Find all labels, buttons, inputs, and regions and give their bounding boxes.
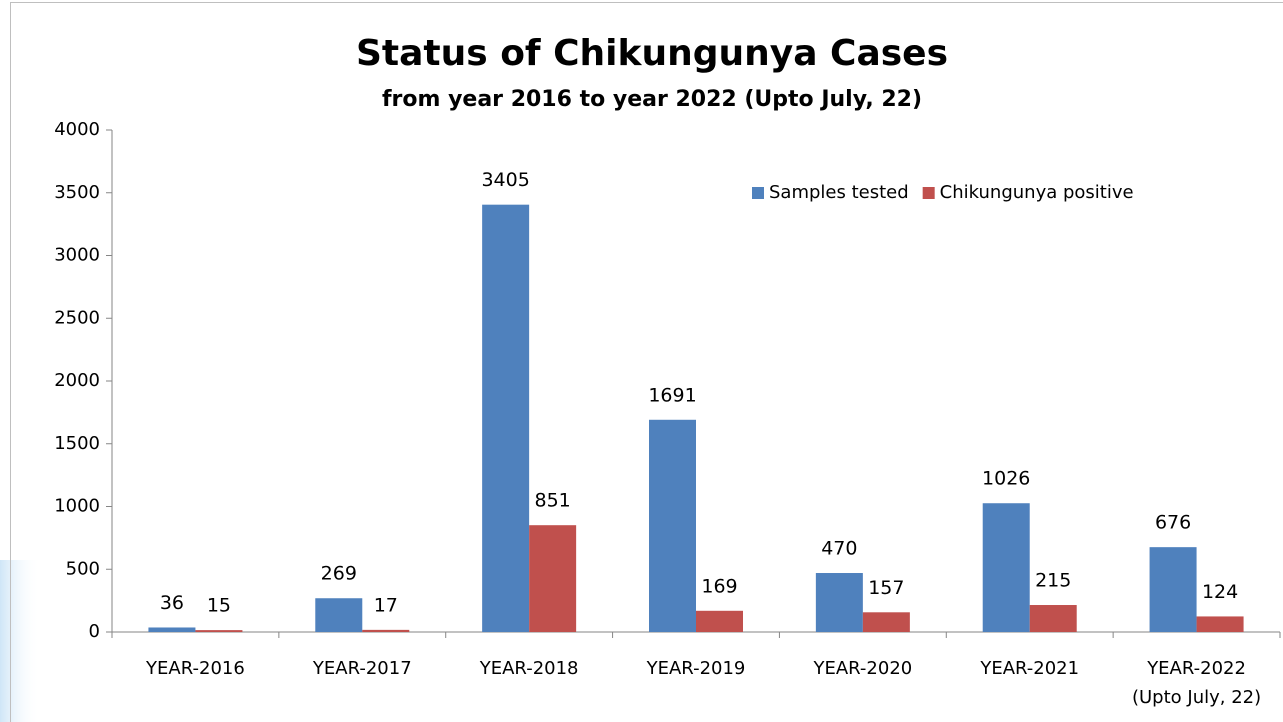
- value-label: 36: [160, 592, 184, 614]
- bar: [982, 503, 1030, 632]
- value-label: 15: [207, 595, 231, 617]
- bar: [195, 630, 243, 632]
- edge-decoration: [0, 560, 40, 722]
- bar: [529, 525, 577, 632]
- x-tick-label: YEAR-2021: [979, 658, 1079, 679]
- y-tick-label: 0: [89, 621, 100, 642]
- x-tick-label: YEAR-2020: [812, 658, 912, 679]
- bar: [362, 629, 410, 632]
- value-label: 470: [821, 538, 857, 560]
- y-tick-label: 2000: [54, 370, 100, 391]
- value-label: 851: [535, 490, 571, 512]
- x-tick-label: YEAR-2019: [646, 658, 746, 679]
- bar: [696, 610, 743, 632]
- x-tick-label: YEAR-2017: [312, 658, 412, 679]
- y-tick-label: 1000: [54, 496, 100, 517]
- bar: [649, 419, 696, 632]
- y-tick-label: 4000: [54, 119, 100, 140]
- bar: [1029, 605, 1077, 632]
- legend-swatch: [922, 187, 935, 199]
- y-tick-label: 3500: [54, 182, 100, 203]
- bar: [148, 627, 196, 632]
- value-label: 169: [701, 575, 737, 597]
- bar: [1196, 616, 1244, 632]
- y-tick-label: 1500: [54, 433, 100, 454]
- value-label: 1026: [982, 468, 1030, 490]
- bar: [815, 573, 863, 632]
- value-label: 17: [374, 594, 398, 616]
- bar: [1149, 547, 1197, 632]
- value-label: 269: [321, 563, 357, 585]
- y-tick-label: 2500: [54, 307, 100, 328]
- y-tick-label: 3000: [54, 245, 100, 266]
- value-label: 3405: [481, 169, 529, 191]
- legend-label: Chikungunya positive: [940, 182, 1134, 203]
- bar: [862, 612, 910, 632]
- value-label: 215: [1035, 570, 1071, 592]
- y-tick-label: 500: [66, 558, 100, 579]
- x-tick-label: YEAR-2016: [145, 658, 245, 679]
- bar: [482, 204, 530, 633]
- x-tick-label: YEAR-2018: [479, 658, 579, 679]
- legend-label: Samples tested: [769, 182, 909, 203]
- legend-swatch: [752, 187, 764, 199]
- x-tick-label: YEAR-2022 (Upto July, 22): [1132, 658, 1261, 708]
- value-label: 157: [868, 577, 904, 599]
- chart-frame: [10, 2, 1283, 722]
- chart-subtitle: from year 2016 to year 2022 (Upto July, …: [382, 87, 922, 112]
- bar: [315, 598, 363, 632]
- value-label: 124: [1202, 581, 1238, 603]
- value-label: 676: [1155, 512, 1191, 534]
- value-label: 1691: [648, 384, 696, 406]
- chart-title: Status of Chikungunya Cases: [356, 33, 948, 74]
